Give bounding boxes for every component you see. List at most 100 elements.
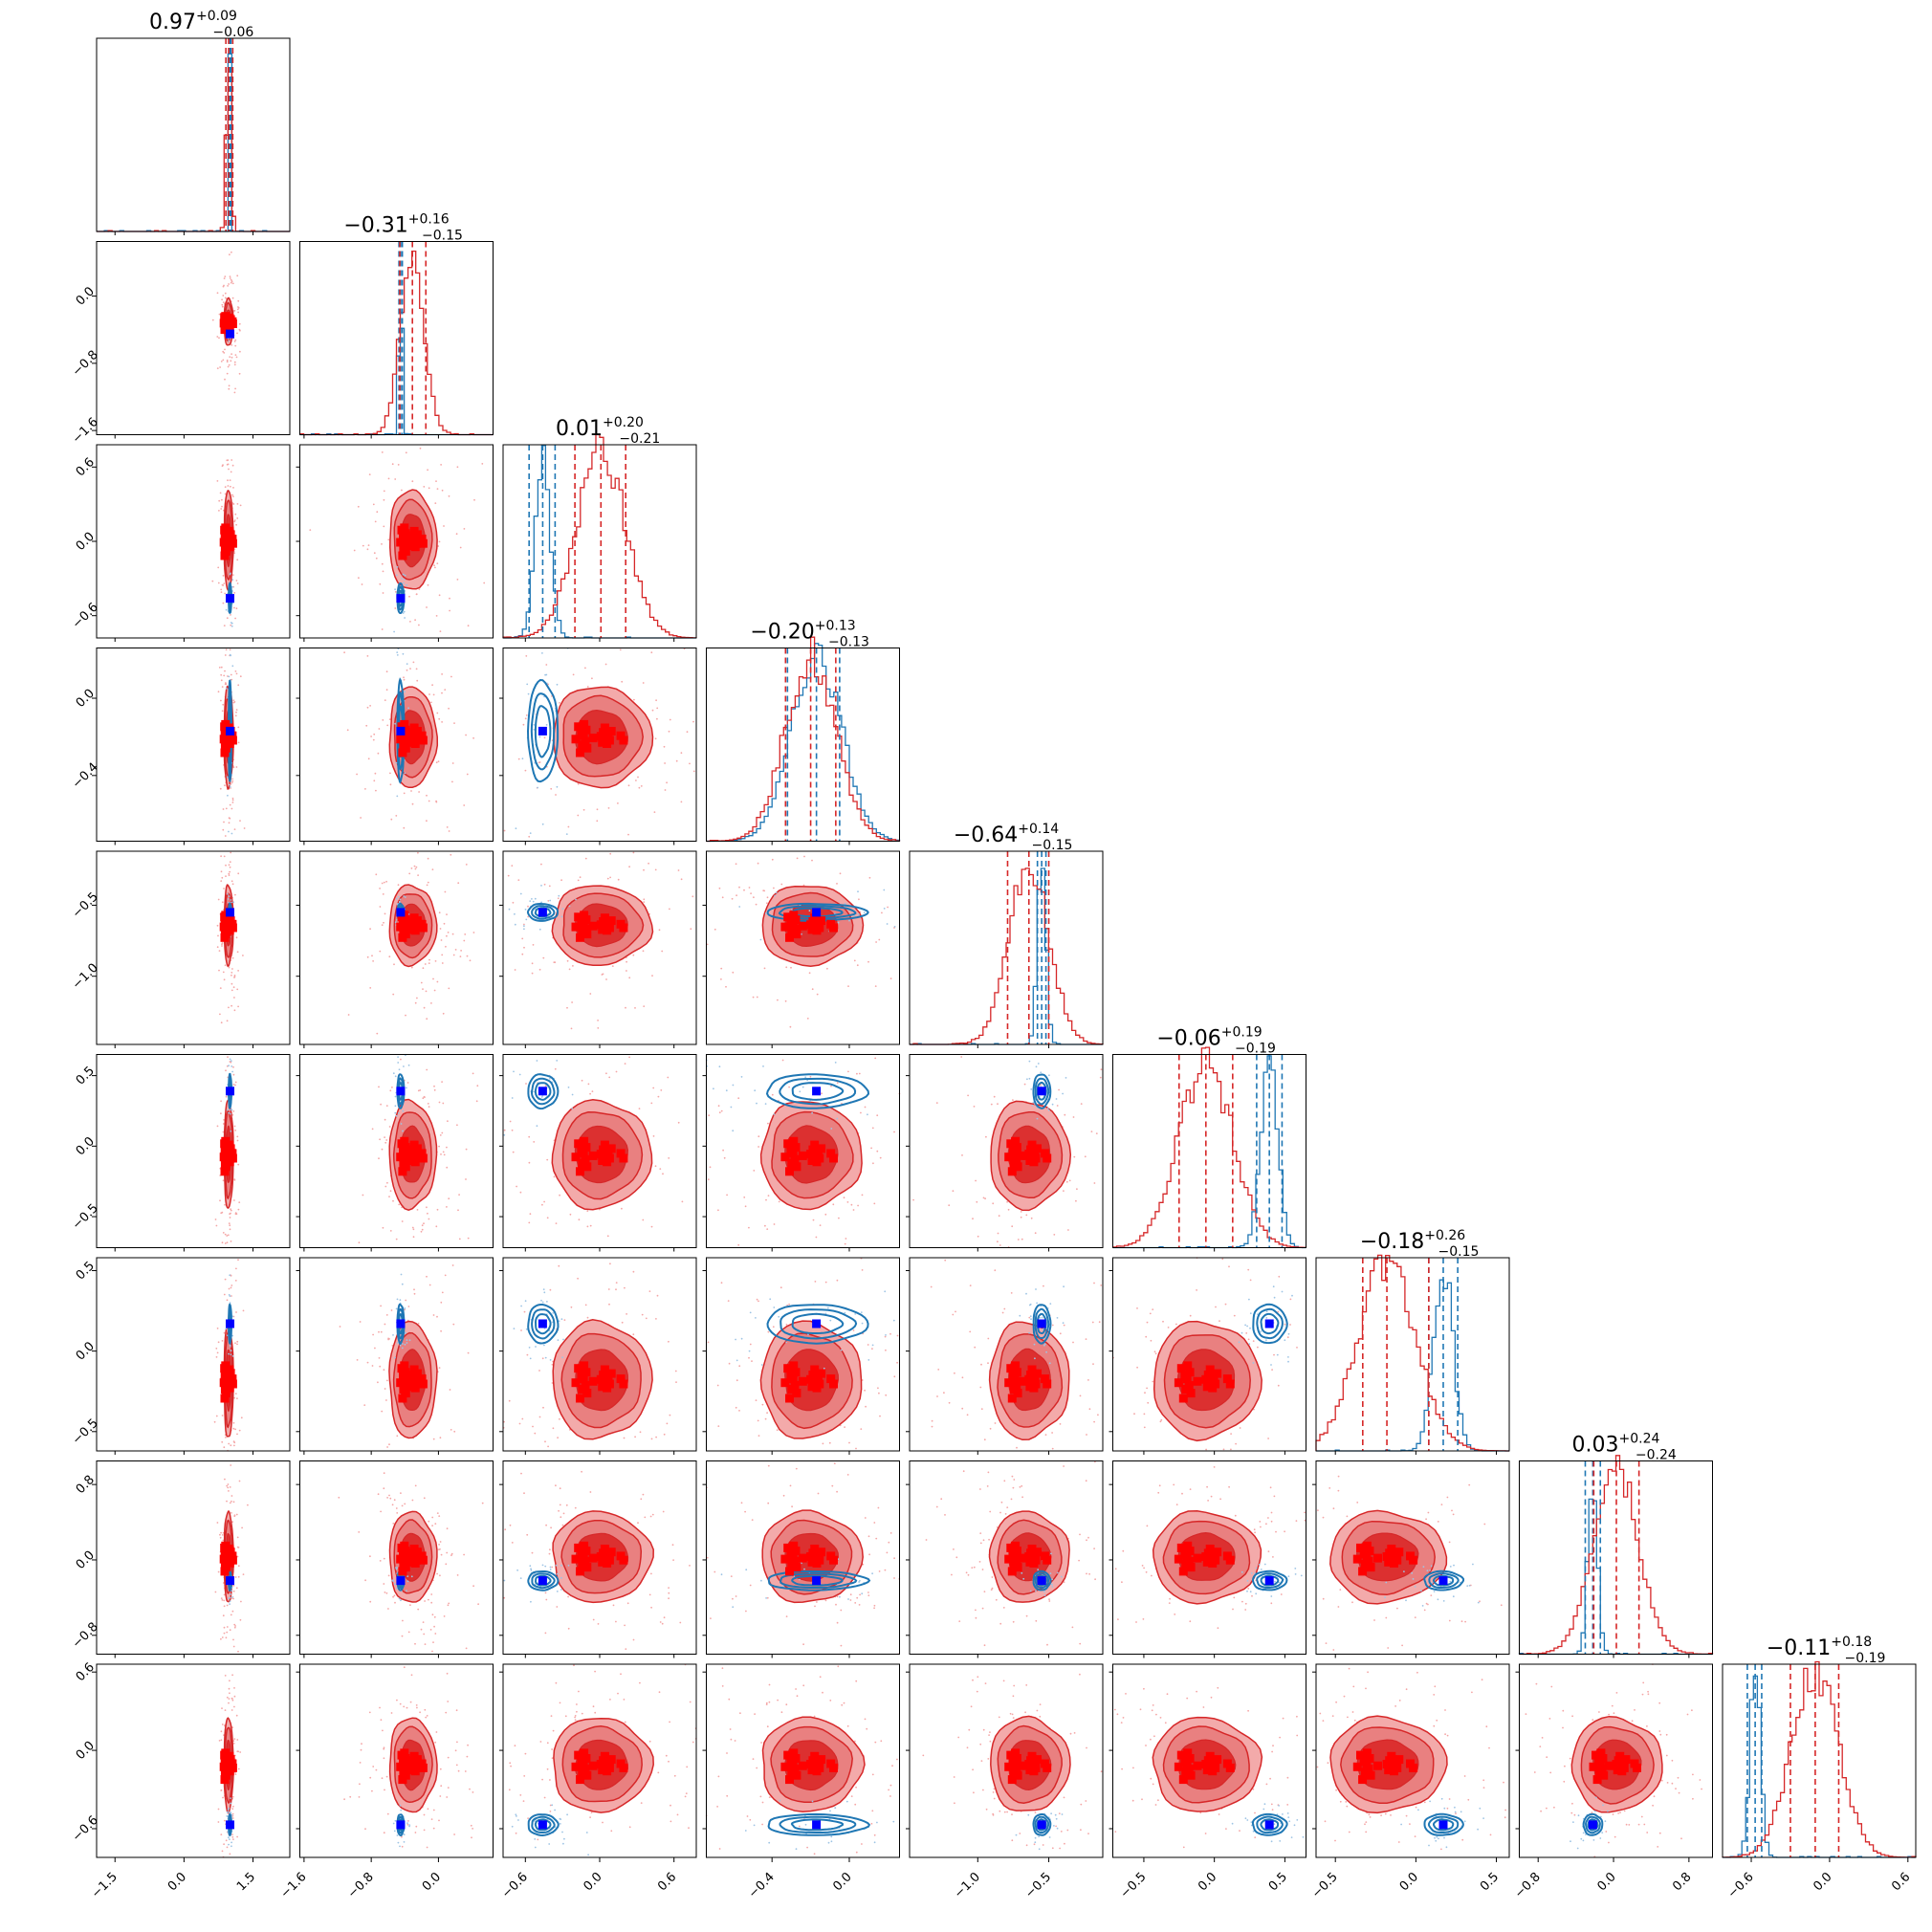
reference-sample-dot [404,574,406,577]
reference-sample-dot [230,1353,232,1356]
sample-dot [717,1209,719,1212]
sample-dot [969,1284,972,1286]
sample-dot [372,960,374,962]
sample-dot [231,494,233,496]
sample-dot [422,1621,425,1623]
sample-dot [1396,1607,1398,1610]
sample-dot [1086,1539,1087,1542]
sample-marker [588,1553,598,1563]
sample-dot [1460,1620,1463,1623]
sample-dot [735,1379,738,1382]
sample-dot [427,881,429,884]
sample-dot [216,1351,219,1354]
sample-dot [992,1202,995,1205]
sample-dot [528,835,531,838]
sample-dot [1079,1533,1081,1536]
sample-dot [617,878,620,881]
sample-dot [1479,1600,1481,1603]
reference-sample-dot [1021,1571,1023,1574]
y-tick-label: 0.0 [74,530,98,554]
sample-dot [808,972,811,975]
reference-sample-dot [829,1319,832,1322]
sample-dot [1249,1279,1252,1282]
reference-sample-dot [732,1084,735,1087]
sample-dot [868,876,871,879]
sample-dot [1076,1188,1078,1191]
sample-dot [716,1384,719,1387]
sample-dot [414,867,417,870]
sample-dot [233,1705,235,1708]
reference-sample-dot [533,724,536,726]
sample-dot [544,1632,547,1635]
sample-dot [1145,1335,1148,1338]
sample-dot [1284,1323,1286,1326]
reference-sample-dot [401,1283,404,1285]
sample-dot [233,1125,236,1128]
reference-sample-dot [561,1356,563,1359]
sample-marker [1043,1379,1052,1389]
sample-dot [645,1317,648,1320]
sample-dot [874,1057,877,1060]
sample-marker [412,1153,421,1163]
sample-dot [420,1230,423,1233]
sample-marker [221,743,231,753]
sample-dot [406,1082,409,1084]
sample-dot [473,498,475,501]
sample-dot [1448,1541,1451,1544]
reference-sample-dot [229,1295,231,1297]
truth-marker [226,1319,234,1328]
sample-dot [657,1095,660,1098]
sample-dot [991,1587,994,1590]
sample-dot [1270,1602,1273,1605]
sample-dot [235,607,238,610]
sample-marker [582,1162,592,1172]
sample-dot [237,1005,240,1008]
sample-dot [427,857,429,860]
sample-dot [362,1194,364,1197]
sample-dot [649,1515,652,1518]
sample-dot [1028,1316,1031,1319]
sample-dot [220,508,223,510]
sample-dot [432,977,434,980]
sample-dot [233,519,236,521]
sample-marker [1225,1555,1235,1565]
reference-sample-dot [406,1342,408,1344]
sample-dot [229,648,231,651]
sample-dot [236,1340,239,1343]
reference-sample-dot [1384,1596,1386,1599]
reference-sample-dot [1249,1591,1252,1593]
sample-marker [785,933,794,942]
sample-dot [233,1444,235,1447]
reference-sample-dot [1040,1071,1043,1074]
sample-dot [216,292,219,295]
reference-sample-dot [1051,1578,1053,1581]
reference-contour [534,705,552,758]
sample-marker [1033,1144,1042,1153]
sample-dot [430,1002,432,1004]
reference-sample-dot [871,1572,873,1575]
panel-6-1 [296,1257,494,1455]
truth-marker [226,594,234,604]
reference-sample-dot [230,1130,232,1132]
reference-sample-dot [571,1093,574,1096]
sample-dot [757,1146,759,1148]
sample-dot [1233,1596,1236,1599]
sample-dot [216,367,219,369]
reference-contour [1260,1312,1280,1335]
reference-sample-dot [407,707,409,710]
sample-dot [366,548,369,551]
sample-dot [771,858,774,861]
reference-sample-dot [730,1106,733,1109]
sample-dot [221,1241,224,1244]
reference-sample-dot [530,1600,532,1603]
sample-dot [847,985,849,987]
sample-dot [803,855,805,858]
sample-dot [864,1517,867,1519]
sample-dot [438,1515,441,1517]
sample-dot [481,463,484,465]
sample-dot [247,1504,249,1506]
sample-marker [616,731,626,740]
reference-sample-dot [1449,1566,1452,1568]
truth-marker [396,594,406,604]
sample-dot [1143,1413,1146,1416]
